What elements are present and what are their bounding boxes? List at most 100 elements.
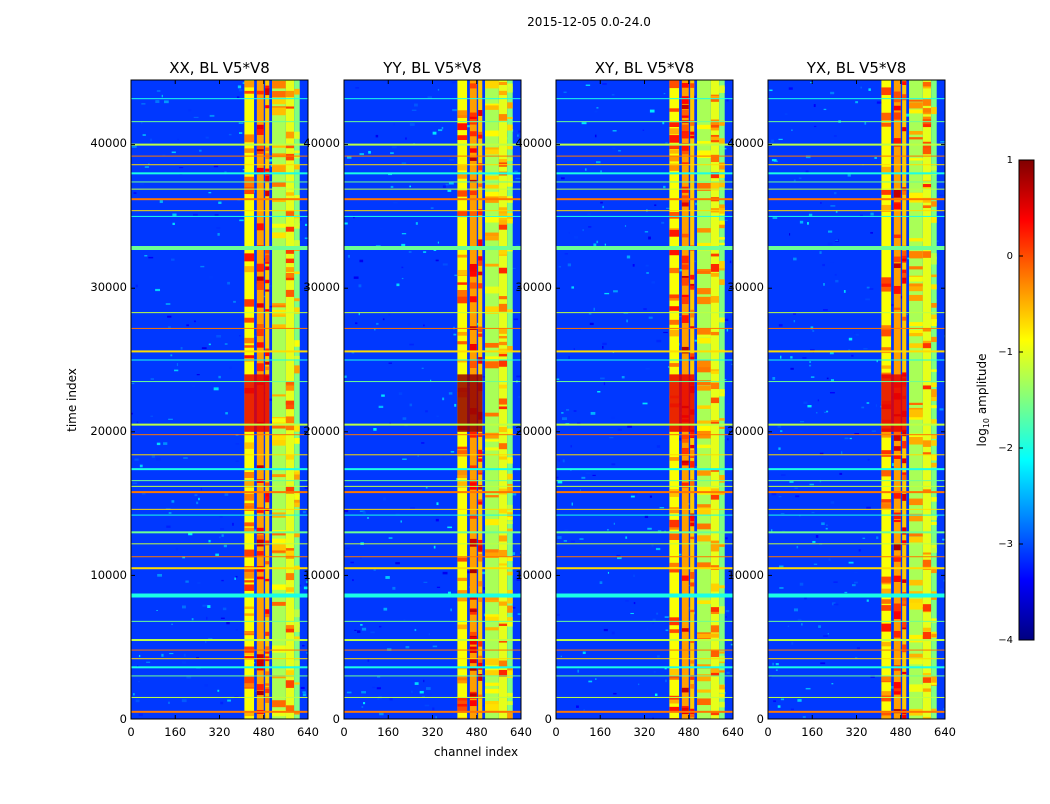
rfi-band-burst bbox=[272, 305, 286, 308]
rfi-time-row bbox=[344, 666, 521, 669]
heatmap-noise bbox=[557, 459, 561, 462]
heatmap-noise bbox=[648, 316, 653, 319]
heatmap-noise bbox=[466, 125, 470, 128]
heatmap-noise bbox=[797, 699, 802, 702]
heatmap-noise bbox=[171, 500, 175, 503]
rfi-channel-band bbox=[285, 80, 295, 719]
rfi-band-burst bbox=[931, 440, 937, 446]
rfi-band-burst bbox=[719, 242, 725, 245]
rfi-band-burst bbox=[469, 282, 477, 289]
rfi-band-burst bbox=[719, 606, 725, 614]
heatmap-noise bbox=[511, 493, 517, 496]
heatmap-noise bbox=[270, 515, 272, 518]
heatmap-noise bbox=[510, 267, 516, 269]
rfi-band-burst bbox=[485, 191, 499, 198]
heatmap-noise bbox=[847, 173, 851, 177]
rfi-band-burst bbox=[457, 594, 468, 602]
rfi-band-burst bbox=[697, 386, 711, 391]
rfi-band-burst bbox=[881, 504, 892, 509]
rfi-band-burst bbox=[244, 266, 255, 273]
heatmap-noise bbox=[163, 442, 168, 445]
heatmap-noise bbox=[891, 463, 895, 467]
rfi-time-row bbox=[131, 164, 308, 166]
heatmap-noise bbox=[780, 430, 783, 433]
heatmap-noise bbox=[653, 671, 656, 673]
heatmap-noise bbox=[238, 122, 244, 124]
rfi-band-burst bbox=[690, 274, 695, 280]
heatmap-noise bbox=[773, 160, 778, 162]
heatmap-noise bbox=[379, 712, 384, 716]
rfi-band-burst bbox=[909, 498, 923, 506]
rfi-band-burst bbox=[485, 286, 499, 294]
heatmap-noise bbox=[638, 683, 640, 686]
rfi-band-burst bbox=[893, 691, 901, 695]
rfi-band-burst bbox=[457, 115, 468, 118]
rfi-band-burst bbox=[881, 286, 892, 292]
rfi-band-burst bbox=[457, 341, 468, 345]
rfi-band-burst bbox=[457, 450, 468, 456]
heatmap-noise bbox=[725, 537, 728, 540]
heatmap-noise bbox=[519, 551, 521, 555]
rfi-band-burst bbox=[681, 264, 689, 270]
heatmap-noise bbox=[235, 443, 240, 445]
rfi-band-burst bbox=[478, 641, 483, 647]
rfi-band-burst bbox=[690, 639, 695, 643]
rfi-band-burst bbox=[485, 105, 499, 110]
heatmap-noise bbox=[174, 369, 179, 372]
rfi-time-row bbox=[344, 181, 521, 183]
rfi-band-burst bbox=[909, 266, 923, 270]
rfi-band-burst bbox=[272, 107, 286, 116]
rfi-time-row bbox=[131, 381, 308, 383]
y-tick-label: 40000 bbox=[727, 136, 764, 150]
rfi-time-row bbox=[768, 155, 945, 157]
rfi-band-burst bbox=[498, 669, 508, 677]
heatmap-noise bbox=[600, 201, 603, 204]
heatmap-noise bbox=[409, 343, 414, 346]
rfi-band-burst bbox=[507, 175, 513, 181]
heatmap-noise bbox=[822, 309, 828, 311]
rfi-band-burst bbox=[285, 210, 295, 217]
rfi-band-burst bbox=[710, 712, 720, 716]
heatmap-noise bbox=[579, 489, 581, 492]
rfi-time-row bbox=[344, 172, 521, 175]
heatmap-noise bbox=[382, 318, 385, 321]
heatmap-noise bbox=[481, 376, 486, 378]
rfi-band-burst bbox=[457, 290, 468, 297]
rfi-band-burst bbox=[681, 687, 689, 693]
rfi-band-burst bbox=[909, 283, 923, 292]
rfi-time-row bbox=[344, 491, 521, 494]
rfi-band-burst bbox=[507, 86, 513, 93]
heatmap-noise bbox=[301, 159, 305, 162]
rfi-band-burst bbox=[498, 601, 508, 606]
heatmap-noise bbox=[805, 170, 809, 174]
heatmap-noise bbox=[810, 326, 814, 330]
heatmap-noise bbox=[411, 690, 413, 693]
heatmap-noise bbox=[874, 157, 877, 159]
rfi-time-row bbox=[344, 454, 521, 456]
rfi-band-burst bbox=[710, 296, 720, 303]
heatmap-noise bbox=[834, 273, 837, 276]
heatmap-noise bbox=[377, 697, 379, 701]
heatmap-noise bbox=[644, 231, 649, 233]
rfi-band-burst bbox=[881, 87, 892, 96]
heatmap-noise bbox=[871, 430, 876, 432]
heatmap-noise bbox=[866, 402, 870, 404]
heatmap-noise bbox=[381, 394, 385, 397]
rfi-time-row bbox=[344, 350, 521, 353]
rfi-band-burst bbox=[669, 677, 680, 680]
x-tick-labels: 0 160 320 480 640 bbox=[552, 725, 744, 739]
rfi-band-burst bbox=[457, 624, 468, 630]
heatmap-noise bbox=[557, 536, 562, 540]
rfi-band-burst bbox=[485, 447, 499, 451]
rfi-time-row bbox=[556, 434, 733, 436]
rfi-band-burst bbox=[485, 701, 499, 706]
rfi-time-row bbox=[131, 454, 308, 456]
rfi-band-burst bbox=[294, 533, 300, 538]
heatmap-noise bbox=[862, 537, 866, 539]
heatmap-noise bbox=[208, 638, 213, 640]
heatmap-noise bbox=[590, 411, 596, 415]
heatmap-noise bbox=[830, 205, 836, 207]
rfi-band-burst bbox=[922, 716, 932, 719]
rfi-band-burst bbox=[893, 455, 901, 459]
rfi-band-burst bbox=[478, 259, 483, 266]
